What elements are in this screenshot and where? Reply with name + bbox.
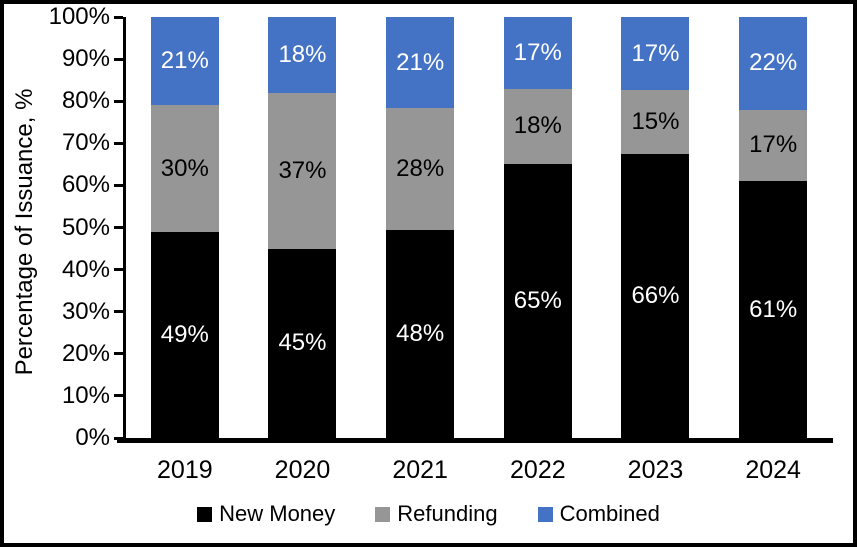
x-tick-label-2023: 2023: [627, 456, 684, 484]
legend-item-combined: Combined: [537, 501, 660, 527]
stacked-bar-2024: 61% 17% 22%: [739, 17, 808, 438]
y-tick-mark: [114, 394, 123, 398]
y-tick-mark: [114, 141, 123, 145]
segment-value-label: 37%: [278, 156, 327, 184]
legend-swatch-icon: [197, 506, 213, 522]
segment-refunding: 15%: [621, 90, 690, 155]
y-tick-mark: [114, 268, 123, 272]
segment-value-label: 30%: [160, 154, 209, 182]
y-tick-label: 100%: [48, 3, 110, 30]
legend-label: Refunding: [397, 501, 498, 526]
stacked-bar-2019: 49% 30% 21%: [150, 17, 219, 438]
y-tick-mark: [114, 183, 123, 187]
bar-slot-2023: 66% 15% 17%: [597, 17, 715, 438]
legend-swatch-icon: [375, 506, 391, 522]
x-tick-label-2024: 2024: [745, 456, 801, 484]
stacked-bar-2023: 66% 15% 17%: [621, 17, 690, 438]
x-axis-line: [117, 438, 833, 443]
segment-combined: 21%: [386, 17, 455, 109]
y-tick-mark: [114, 99, 123, 103]
segment-value-label: 21%: [396, 48, 445, 76]
y-tick-label: 60%: [61, 171, 110, 199]
legend-label: Combined: [559, 501, 660, 526]
stacked-bar-2022: 65% 18% 17%: [503, 17, 572, 438]
segment-refunding: 18%: [503, 88, 572, 165]
x-tick-label-2019: 2019: [157, 456, 213, 484]
y-tick-label: 30%: [61, 297, 110, 325]
bar-slot-2019: 49% 30% 21%: [126, 17, 244, 438]
segment-value-label: 15%: [631, 108, 680, 136]
y-tick-label: 70%: [61, 129, 110, 157]
segment-value-label: 66%: [631, 282, 680, 310]
bar-slot-2020: 45% 37% 18%: [244, 17, 362, 438]
segment-value-label: 65%: [513, 287, 562, 315]
segment-value-label: 45%: [278, 329, 327, 357]
segment-value-label: 21%: [160, 47, 209, 75]
y-tick-mark: [114, 310, 123, 314]
bar-slot-2024: 61% 17% 22%: [714, 17, 832, 438]
legend-item-new-money: New Money: [197, 501, 335, 527]
bar-slot-2022: 65% 18% 17%: [479, 17, 597, 438]
y-tick-label: 20%: [61, 339, 110, 367]
segment-value-label: 22%: [749, 49, 798, 77]
stacked-bar-2020: 45% 37% 18%: [268, 17, 337, 438]
y-tick-label: 50%: [61, 213, 110, 241]
y-tick-label: 40%: [61, 255, 110, 283]
y-tick-mark: [114, 57, 123, 61]
stacked-bar-2021: 48% 28% 21%: [386, 17, 455, 438]
segment-combined: 18%: [268, 17, 337, 93]
segment-value-label: 48%: [396, 319, 445, 347]
y-tick-label: 80%: [61, 87, 110, 115]
bar-slot-2021: 48% 28% 21%: [361, 17, 479, 438]
y-axis-line: [123, 17, 126, 439]
segment-refunding: 28%: [386, 108, 455, 230]
segment-new-money: 49%: [150, 231, 219, 438]
y-tick-mark: [114, 226, 123, 229]
segment-refunding: 17%: [739, 109, 808, 182]
y-tick-label: 90%: [61, 45, 110, 73]
segment-new-money: 65%: [503, 164, 572, 438]
segment-value-label: 61%: [749, 295, 798, 323]
segment-combined: 17%: [503, 17, 572, 89]
legend: New Money Refunding Combined: [4, 501, 853, 527]
segment-combined: 21%: [150, 17, 219, 106]
segment-new-money: 66%: [621, 154, 690, 438]
segment-value-label: 18%: [278, 40, 327, 68]
segment-value-label: 49%: [160, 320, 209, 348]
legend-item-refunding: Refunding: [375, 501, 498, 527]
segment-value-label: 28%: [396, 154, 445, 182]
y-tick-mark: [114, 352, 123, 356]
legend-swatch-icon: [537, 506, 553, 522]
segment-refunding: 37%: [268, 92, 337, 249]
plot-area: 49% 30% 21% 45% 37% 18% 48% 28% 21% 65% 18% 17% 66% 1…: [123, 17, 832, 438]
x-tick-label-2020: 2020: [274, 456, 331, 484]
y-tick-mark: [114, 436, 123, 440]
x-tick-label-2021: 2021: [392, 456, 448, 484]
y-tick-mark: [114, 15, 123, 19]
y-tick-label: 10%: [61, 381, 110, 409]
segment-value-label: 18%: [513, 112, 562, 140]
segment-refunding: 30%: [150, 105, 219, 232]
segment-value-label: 17%: [513, 38, 562, 66]
y-tick-label: 0%: [75, 424, 110, 451]
legend-label: New Money: [219, 501, 336, 526]
segment-combined: 22%: [739, 17, 808, 110]
segment-combined: 17%: [621, 17, 690, 91]
x-tick-label-2022: 2022: [510, 456, 566, 484]
segment-value-label: 17%: [749, 131, 798, 159]
segment-new-money: 61%: [739, 181, 808, 438]
segment-new-money: 45%: [268, 248, 337, 438]
segment-new-money: 48%: [386, 229, 455, 438]
segment-value-label: 17%: [631, 39, 680, 67]
